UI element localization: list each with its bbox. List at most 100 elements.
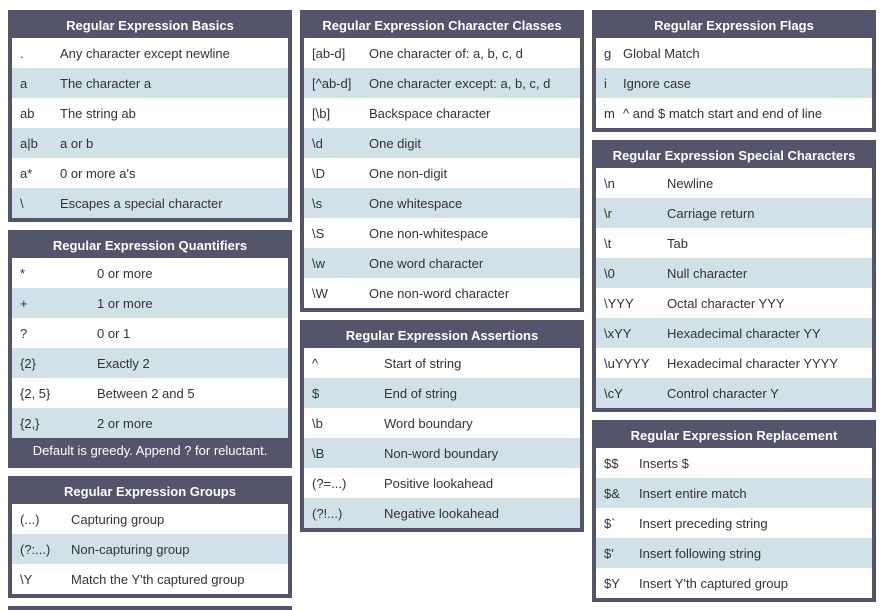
table-row: \d One digit	[304, 128, 580, 158]
table-row: [ab-d] One character of: a, b, c, d	[304, 38, 580, 68]
pattern-cell: g	[604, 45, 612, 61]
description-cell: One non-whitespace	[369, 225, 489, 241]
description-cell: a or b	[60, 135, 94, 151]
table-row: \W One non-word character	[304, 278, 580, 308]
regex-groups-table: Regular Expression Groups (...) Capturing …	[8, 476, 292, 598]
pattern-cell: i	[604, 75, 607, 91]
description-cell: The string ab	[60, 105, 136, 121]
description-cell: 0 or more a's	[60, 165, 136, 181]
description-cell: Insert Y'th captured group	[639, 575, 788, 591]
description-cell: 1 or more	[97, 295, 153, 311]
pattern-cell: $Y	[604, 575, 620, 591]
description-cell: 0 or more	[97, 265, 153, 281]
pattern-cell: {2}	[20, 355, 36, 371]
pattern-cell: \cY	[604, 385, 623, 401]
table-row: \n Newline	[596, 168, 872, 198]
description-cell: Insert entire match	[639, 485, 747, 501]
table-row: $& Insert entire match	[596, 478, 872, 508]
pattern-cell: [\b]	[312, 105, 331, 121]
pattern-cell: \d	[312, 135, 323, 151]
pattern-cell: \s	[312, 195, 323, 211]
description-cell: Between 2 and 5	[97, 385, 195, 401]
pattern-cell: $`	[604, 515, 616, 531]
description-cell: Exactly 2	[97, 355, 150, 371]
pattern-cell: +	[20, 295, 28, 311]
description-cell: Negative lookahead	[384, 505, 499, 521]
description-cell: Global Match	[623, 45, 700, 61]
description-cell: One non-word character	[369, 285, 510, 301]
description-cell: Capturing group	[71, 511, 165, 527]
pattern-cell: \t	[604, 235, 612, 251]
table-title: Regular Expression Basics	[12, 14, 288, 38]
description-cell: Octal character YYY	[667, 295, 785, 311]
table-row: g Global Match	[596, 38, 872, 68]
table-title: Regular Expression Flags	[596, 14, 872, 38]
column-left: Regular Expression Basics. Any character …	[8, 10, 292, 610]
table-row: a The character a	[12, 68, 288, 98]
table-row: \S One non-whitespace	[304, 218, 580, 248]
table-title: Regular Expression Assertions	[304, 324, 580, 348]
table-row: ^ Start of string	[304, 348, 580, 378]
pattern-cell: ?	[20, 325, 28, 341]
table-row: $` Insert preceding string	[596, 508, 872, 538]
pattern-cell: \r	[604, 205, 612, 221]
description-cell: One whitespace	[369, 195, 463, 211]
description-cell: ^ and $ match start and end of line	[623, 105, 823, 121]
regex-basics-table: Regular Expression Basics. Any character …	[8, 10, 292, 222]
pattern-cell: {2, 5}	[20, 385, 51, 401]
table-row: \s One whitespace	[304, 188, 580, 218]
pattern-cell: m	[604, 105, 615, 121]
description-cell: Tab	[667, 235, 688, 251]
table-row: \w One word character	[304, 248, 580, 278]
description-cell: Word boundary	[384, 415, 473, 431]
table-row: \t Tab	[596, 228, 872, 258]
table-row: a* 0 or more a's	[12, 158, 288, 188]
pattern-cell: *	[20, 265, 26, 281]
description-cell: One word character	[369, 255, 484, 271]
table-row: . Any character except newline	[12, 38, 288, 68]
table-row: i Ignore case	[596, 68, 872, 98]
regex-replacement-table: Regular Expression Replacement $$ Inserts …	[592, 420, 876, 602]
description-cell: Ignore case	[623, 75, 691, 91]
table-row: \0 Null character	[596, 258, 872, 288]
description-cell: Insert following string	[639, 545, 762, 561]
table-row: \uYYYY Hexadecimal character YYYY	[596, 348, 872, 378]
table-row: \D One non-digit	[304, 158, 580, 188]
pattern-cell: \W	[312, 285, 328, 301]
table-row: * 0 or more	[12, 258, 288, 288]
pattern-cell: a|b	[20, 135, 38, 151]
pattern-cell: [ab-d]	[312, 45, 346, 61]
column-middle: Regular Expression Character Classes [ab-…	[300, 10, 584, 600]
pattern-cell: ab	[20, 105, 35, 121]
pattern-cell: \b	[312, 415, 323, 431]
description-cell: Inserts $	[639, 455, 689, 471]
table-title: Regular Expression Character Classes	[304, 14, 580, 38]
description-cell: Hexadecimal character YY	[667, 325, 821, 341]
pattern-cell: \YYY	[604, 295, 634, 311]
pattern-cell: \S	[312, 225, 325, 241]
description-cell: Start of string	[384, 355, 462, 371]
pattern-cell: \B	[312, 445, 325, 461]
pattern-cell: (?!...)	[312, 505, 343, 521]
description-cell: One character of: a, b, c, d	[369, 45, 523, 61]
table-row: \cY Control character Y	[596, 378, 872, 408]
table-row: (?!...) Negative lookahead	[304, 498, 580, 528]
pattern-cell: ^	[312, 355, 319, 371]
table-title: Regular Expression Quantifiers	[12, 234, 288, 258]
table-row: \Y Match the Y'th captured group	[12, 564, 288, 594]
table-row: +1 or more	[12, 288, 288, 318]
description-cell: 0 or 1	[97, 325, 131, 341]
table-title: Regular Expression Special Characters	[596, 144, 872, 168]
regex-assertions-table: Regular Expression Assertions ^ Start of s…	[300, 320, 584, 532]
description-cell: Positive lookahead	[384, 475, 494, 491]
description-cell: Any character except newline	[60, 45, 230, 61]
table-row: \xYY Hexadecimal character YY	[596, 318, 872, 348]
cutoff-table-header	[8, 606, 292, 610]
description-cell: One character except: a, b, c, d	[369, 75, 551, 91]
table-row: ? 0 or 1	[12, 318, 288, 348]
description-cell: Non-word boundary	[384, 445, 499, 461]
pattern-cell: (...)	[20, 511, 40, 527]
pattern-cell: (?=...)	[312, 475, 347, 491]
table-row: (?:...) Non-capturing group	[12, 534, 288, 564]
regex-flags-table: Regular Expression Flags g Global Match i Ig…	[592, 10, 876, 132]
